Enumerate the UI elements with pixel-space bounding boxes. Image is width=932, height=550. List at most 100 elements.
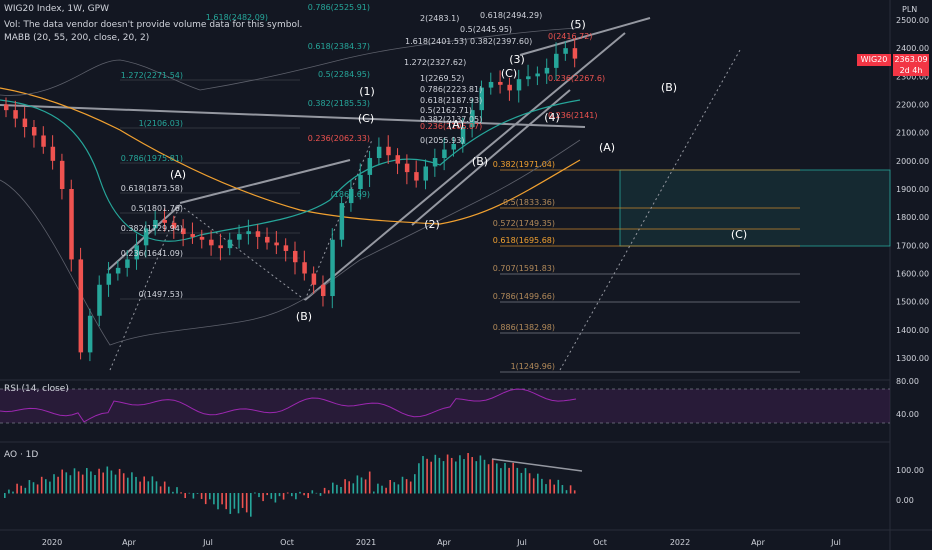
ao-bar [332, 482, 334, 494]
candle-body [134, 245, 140, 260]
symbol-price-tag: WIG20 [857, 54, 891, 66]
ao-bar [135, 476, 137, 494]
candle-body [293, 250, 298, 263]
trendline-channel-top [304, 32, 626, 301]
ao-bar [274, 493, 277, 503]
ao-bar [319, 493, 322, 496]
ao-bar [127, 477, 129, 494]
candle-body [13, 110, 18, 119]
ao-bar [573, 490, 576, 494]
price-axis-tick: 2300.00 [896, 72, 929, 81]
ao-bar [545, 484, 547, 494]
fib-left-label: 0.618(1873.58) [121, 184, 183, 193]
fib-right-label: 0.786(1499.66) [493, 292, 555, 301]
ao-bar [446, 454, 449, 494]
candles [4, 38, 578, 362]
candle-body [330, 239, 335, 297]
ao-bar [16, 483, 18, 494]
ao-bar [139, 481, 141, 494]
price-axis-tick: 1300.00 [896, 354, 929, 363]
candle-body [106, 273, 112, 285]
ao-bar [303, 493, 305, 496]
candle-body [87, 315, 93, 353]
ao-bar [397, 484, 400, 494]
ao-bar [475, 461, 478, 494]
ao-bar [553, 484, 555, 494]
candle-body [237, 234, 242, 240]
price-axis-tick: 1500.00 [896, 298, 929, 307]
wave-label: (A) [448, 118, 464, 131]
ao-bar [405, 479, 408, 494]
ao-bar [414, 474, 416, 494]
candle-body [4, 104, 9, 111]
ao-bar [24, 487, 27, 494]
wave-label: (5) [570, 18, 586, 31]
ao-bar [8, 489, 10, 494]
ao-histogram [4, 453, 576, 517]
ao-bar [176, 487, 178, 494]
candle-body [488, 81, 494, 88]
price-axis-tick: 1400.00 [896, 326, 929, 335]
ao-bar [36, 484, 39, 494]
candle-body [572, 48, 578, 59]
fib-top-label: 0.786(2525.91) [308, 3, 370, 12]
price-axis-tick: 2100.00 [896, 129, 929, 138]
candle-body [414, 172, 419, 181]
wave-label: (B) [296, 310, 312, 323]
candle-body [199, 236, 205, 240]
ao-bar [438, 457, 441, 494]
ao-bar [463, 459, 465, 494]
ao-bar [106, 466, 109, 494]
candle-body [479, 87, 484, 111]
time-axis-label: Jul [516, 538, 527, 547]
candle-body [395, 155, 401, 164]
fib-left-label: 0.5(1801.76) [131, 204, 183, 213]
ao-bar [147, 481, 150, 494]
candle-body [358, 174, 363, 189]
ao-bar [327, 490, 330, 494]
ao-bar [434, 454, 437, 494]
ao-axis-tick: 100.00 [896, 466, 924, 475]
ma-55-line [0, 87, 581, 225]
ao-bar [204, 493, 207, 505]
ao-bar [114, 474, 117, 494]
ao-bar [200, 493, 203, 499]
price-axis-tick: 2000.00 [896, 157, 929, 166]
ao-bar [295, 493, 297, 500]
candle-body [311, 273, 317, 285]
fib-left-label: 0.786(1975.81) [121, 154, 183, 163]
ao-bar [524, 468, 527, 494]
time-axis-label: Jul [830, 538, 841, 547]
wave-label: (B) [661, 81, 677, 94]
fib-mid-label: 1.272(2327.62) [404, 58, 466, 67]
fib-mid-label: 1.618(2401.53) [405, 37, 467, 46]
ao-bar [151, 476, 154, 494]
time-axis-label: Apr [122, 538, 137, 547]
ao-bar [270, 493, 273, 499]
ao-bar [278, 493, 281, 497]
candle-body [320, 284, 326, 297]
ao-bar [213, 493, 215, 505]
ao-bar [409, 481, 412, 494]
volume-notice: Vol: The data vendor doesn't provide vol… [4, 20, 303, 30]
ao-bar [245, 493, 248, 513]
ao-bar [549, 479, 551, 494]
ao-title: AO · 1D [4, 450, 39, 460]
ao-bar [81, 474, 84, 494]
ao-bar [143, 476, 145, 494]
ao-bar [373, 491, 375, 494]
ao-bar [266, 493, 268, 496]
ao-bar [196, 493, 199, 494]
fib-left-label: 1(2106.03) [139, 119, 183, 128]
price-axis-tick: 1800.00 [896, 213, 929, 222]
candle-body [386, 146, 391, 156]
fib-mid-label: 0.618(2187.93) [420, 96, 482, 105]
trendline-channel-low [411, 89, 571, 226]
fib-right-label: 0.886(1382.98) [493, 323, 555, 332]
fib-mid-label: 0.5(2162.71) [420, 106, 472, 115]
candle-body [255, 231, 261, 237]
fib-mid-label: 0(2055.93) [420, 136, 464, 145]
time-axis-label: Apr [751, 538, 766, 547]
candle-body [526, 76, 531, 80]
fib-left-label: 0.382(1729.94) [121, 224, 183, 233]
